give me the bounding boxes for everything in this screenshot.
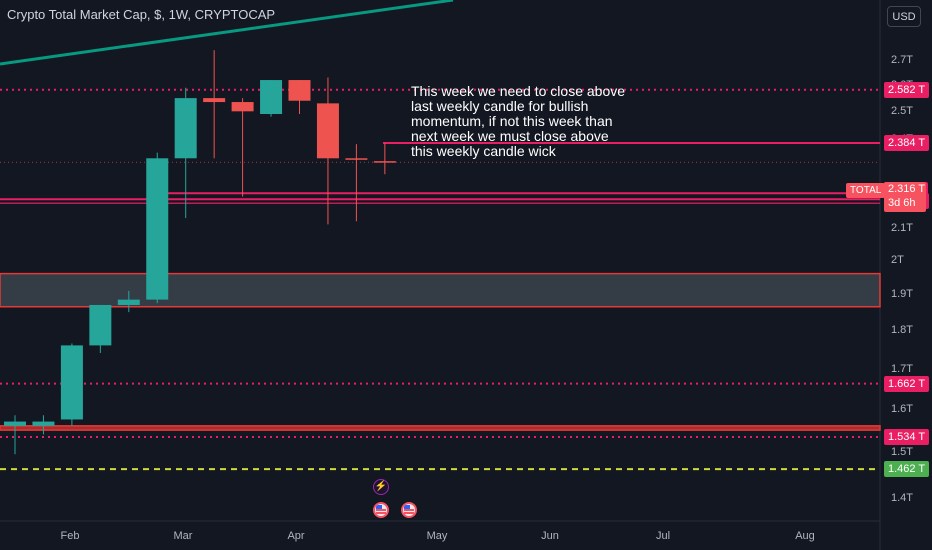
current-price-label: 2.316 T 3d 6h bbox=[884, 182, 926, 212]
candle-body[interactable] bbox=[203, 98, 226, 103]
y-tick-label: 1.4T bbox=[891, 492, 914, 504]
candle-body[interactable] bbox=[345, 158, 368, 160]
symbol-tag: TOTAL bbox=[846, 183, 886, 198]
candle-body[interactable] bbox=[231, 102, 254, 112]
price-level-label: 2.384 T bbox=[884, 135, 930, 151]
y-tick-label: 2.7T bbox=[891, 54, 914, 66]
candle-body[interactable] bbox=[89, 304, 112, 346]
us-flag-icon[interactable] bbox=[373, 502, 389, 518]
lightning-icon[interactable]: ⚡ bbox=[373, 479, 389, 495]
x-tick-label: May bbox=[426, 530, 448, 542]
currency-button[interactable]: USD bbox=[887, 6, 921, 27]
x-tick-label: Apr bbox=[287, 530, 305, 542]
x-tick-label: Jun bbox=[541, 530, 559, 542]
current-price-value: 2.316 T bbox=[888, 183, 926, 195]
y-tick-label: 2.1T bbox=[891, 221, 914, 234]
annotation-text[interactable]: This week we need to close above last we… bbox=[411, 83, 626, 159]
candle-body[interactable] bbox=[260, 80, 283, 114]
candle-body[interactable] bbox=[288, 80, 311, 101]
price-level-label: 1.534 T bbox=[884, 429, 930, 446]
x-tick-label: Feb bbox=[60, 530, 80, 542]
y-tick-label: 1.6T bbox=[891, 402, 914, 415]
y-tick-label: 2T bbox=[891, 254, 904, 267]
candle-body[interactable] bbox=[174, 98, 197, 159]
price-level-label: 1.462 T bbox=[884, 461, 930, 478]
y-tick-label: 1.8T bbox=[891, 324, 914, 337]
y-tick-label: 1.7T bbox=[891, 362, 914, 375]
candle-body[interactable] bbox=[32, 421, 55, 426]
x-tick-label: Aug bbox=[795, 530, 815, 542]
chart-title: Crypto Total Market Cap, $, 1W, CRYPTOCA… bbox=[7, 7, 276, 22]
y-tick-label: 2.5T bbox=[891, 105, 914, 118]
y-tick-label: 1.9T bbox=[891, 288, 914, 301]
support-band[interactable] bbox=[0, 425, 881, 431]
price-level-label: 2.582 T bbox=[884, 81, 930, 98]
countdown-timer: 3d 6h bbox=[888, 197, 916, 209]
price-level-label: 1.662 T bbox=[884, 375, 930, 392]
x-tick-label: Mar bbox=[173, 530, 193, 542]
candle-body[interactable] bbox=[373, 161, 396, 163]
candle-body[interactable] bbox=[4, 421, 26, 426]
candle-body[interactable] bbox=[146, 158, 169, 300]
us-flag-icon[interactable] bbox=[401, 502, 417, 518]
candle-body[interactable] bbox=[117, 299, 140, 305]
trend-line[interactable] bbox=[0, 0, 454, 66]
candle-body[interactable] bbox=[316, 103, 339, 159]
y-tick-label: 1.5T bbox=[891, 445, 914, 458]
candle-body[interactable] bbox=[60, 345, 83, 420]
x-tick-label: Jul bbox=[655, 530, 671, 542]
